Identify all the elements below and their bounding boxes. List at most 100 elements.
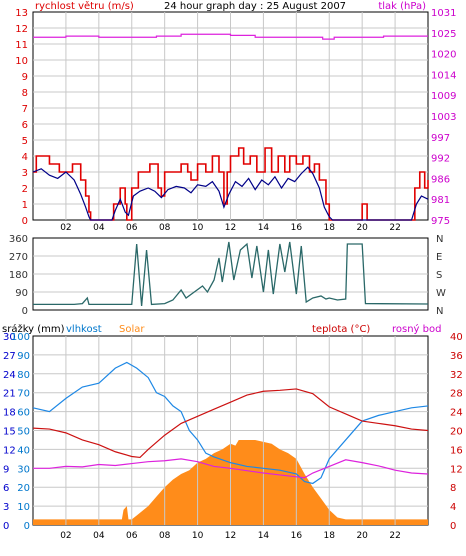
series-pressure [33,33,428,40]
x-tick-label: 18 [324,223,336,233]
series-average [32,166,429,221]
pressure-axis-tick: 1020 [431,50,456,61]
humidity-axis-tick: 60 [17,408,30,419]
humidity-axis-title: vlhkost [66,324,102,335]
pressure-axis-tick: 1003 [431,112,456,123]
temperature-axis-tick: 20 [450,427,463,438]
x-tick-label: 10 [192,223,204,233]
temperature-axis-title: teplota (°C) [312,324,370,335]
direction-axis-tick: 180 [9,270,28,281]
wind-axis-title: rychlost větru (m/s) [35,0,134,12]
rain-axis-title: srážky (mm) [2,323,65,335]
humidity-axis-tick: 80 [17,370,30,381]
rain-axis-tick: 18 [3,408,16,419]
rain-axis-tick: 12 [3,445,16,456]
wind-axis-tick: 3 [22,168,28,179]
direction-axis-tick: 360 [9,234,28,245]
pressure-axis-tick: 975 [431,216,450,227]
temperature-axis-tick: 12 [450,464,463,475]
wind-axis-tick: 13 [15,8,28,19]
x-tick-label: 16 [291,223,303,233]
humidity-axis-tick: 90 [17,351,30,362]
compass-tick: W [436,288,446,299]
rain-axis-tick: 21 [3,389,16,400]
rain-axis-tick: 6 [3,483,9,494]
humidity-axis-tick: 30 [17,464,30,475]
rain-axis-tick: 24 [3,370,16,381]
temperature-axis-tick: 16 [450,445,463,456]
pressure-axis-tick: 1031 [431,8,456,19]
wind-axis-tick: 9 [22,72,28,83]
compass-tick: N [436,306,443,317]
x-tick-label: 22 [389,223,400,233]
temperature-axis-tick: 32 [450,370,463,381]
pressure-axis-title: tlak (hPa) [378,1,426,12]
wind-axis-tick: 12 [15,24,28,35]
x-tick-label: 08 [159,531,171,541]
direction-axis-tick: 90 [15,288,28,299]
x-tick-label: 04 [93,223,105,233]
wind-axis-tick: 1 [22,200,28,211]
series-temperature [32,388,429,459]
x-tick-label: 20 [356,531,368,541]
wind-axis-tick: 5 [22,136,28,147]
pressure-axis-tick: 1009 [431,91,456,102]
direction-axis-tick: 0 [22,306,28,317]
x-tick-label: 08 [159,223,171,233]
pressure-axis-tick: 981 [431,195,450,206]
x-tick-label: 22 [389,531,400,541]
x-tick-label: 02 [60,223,71,233]
series-direction [33,241,429,307]
x-tick-label: 06 [126,531,138,541]
pressure-axis-tick: 992 [431,154,450,165]
x-tick-label: 06 [126,223,138,233]
series-humidity [32,361,429,485]
compass-tick: N [436,234,443,245]
pressure-axis-tick: 997 [431,133,450,144]
pressure-axis-tick: 1014 [431,70,456,81]
x-tick-label: 14 [258,223,270,233]
humidity-axis-tick: 50 [17,427,30,438]
chart-title: 24 hour graph day : 25 August 2007 [164,1,346,12]
direction-axis-tick: 270 [9,252,28,263]
wind-axis-tick: 8 [22,88,28,99]
compass-tick: S [436,270,442,281]
pressure-axis-tick: 1025 [431,29,456,40]
series-dew-point [33,458,429,479]
wind-axis-tick: 2 [22,184,28,195]
rain-axis-tick: 15 [3,427,16,438]
compass-tick: E [436,252,442,263]
humidity-axis-tick: 40 [17,445,30,456]
humidity-axis-tick: 20 [17,483,30,494]
solar-axis-title: Solar [119,324,145,335]
x-tick-label: 12 [225,223,236,233]
wind-axis-tick: 0 [22,216,28,227]
x-tick-label: 20 [356,223,368,233]
humidity-axis-tick: 100 [11,332,30,343]
x-tick-label: 12 [225,531,236,541]
x-tick-label: 02 [60,531,71,541]
x-tick-label: 04 [93,531,105,541]
rain-axis-tick: 27 [3,351,16,362]
x-tick-label: 16 [291,531,303,541]
x-tick-label: 10 [192,531,204,541]
temperature-axis-tick: 0 [450,521,456,532]
wind-axis-tick: 10 [15,56,28,67]
wind-axis-tick: 7 [22,104,28,115]
temperature-axis-tick: 4 [450,502,456,513]
temperature-axis-tick: 28 [450,389,463,400]
wind-axis-tick: 11 [15,40,28,51]
rain-axis-tick: 30 [3,332,16,343]
temperature-axis-tick: 24 [450,408,463,419]
dewpoint-axis-title: rosný bod [392,323,441,335]
humidity-axis-tick: 0 [24,521,30,532]
humidity-axis-tick: 10 [17,502,30,513]
temperature-axis-tick: 40 [450,332,463,343]
x-tick-label: 18 [324,531,336,541]
x-tick-label: 14 [258,531,270,541]
wind-axis-tick: 4 [22,152,28,163]
humidity-axis-tick: 70 [17,389,30,400]
pressure-axis-tick: 986 [431,174,450,185]
